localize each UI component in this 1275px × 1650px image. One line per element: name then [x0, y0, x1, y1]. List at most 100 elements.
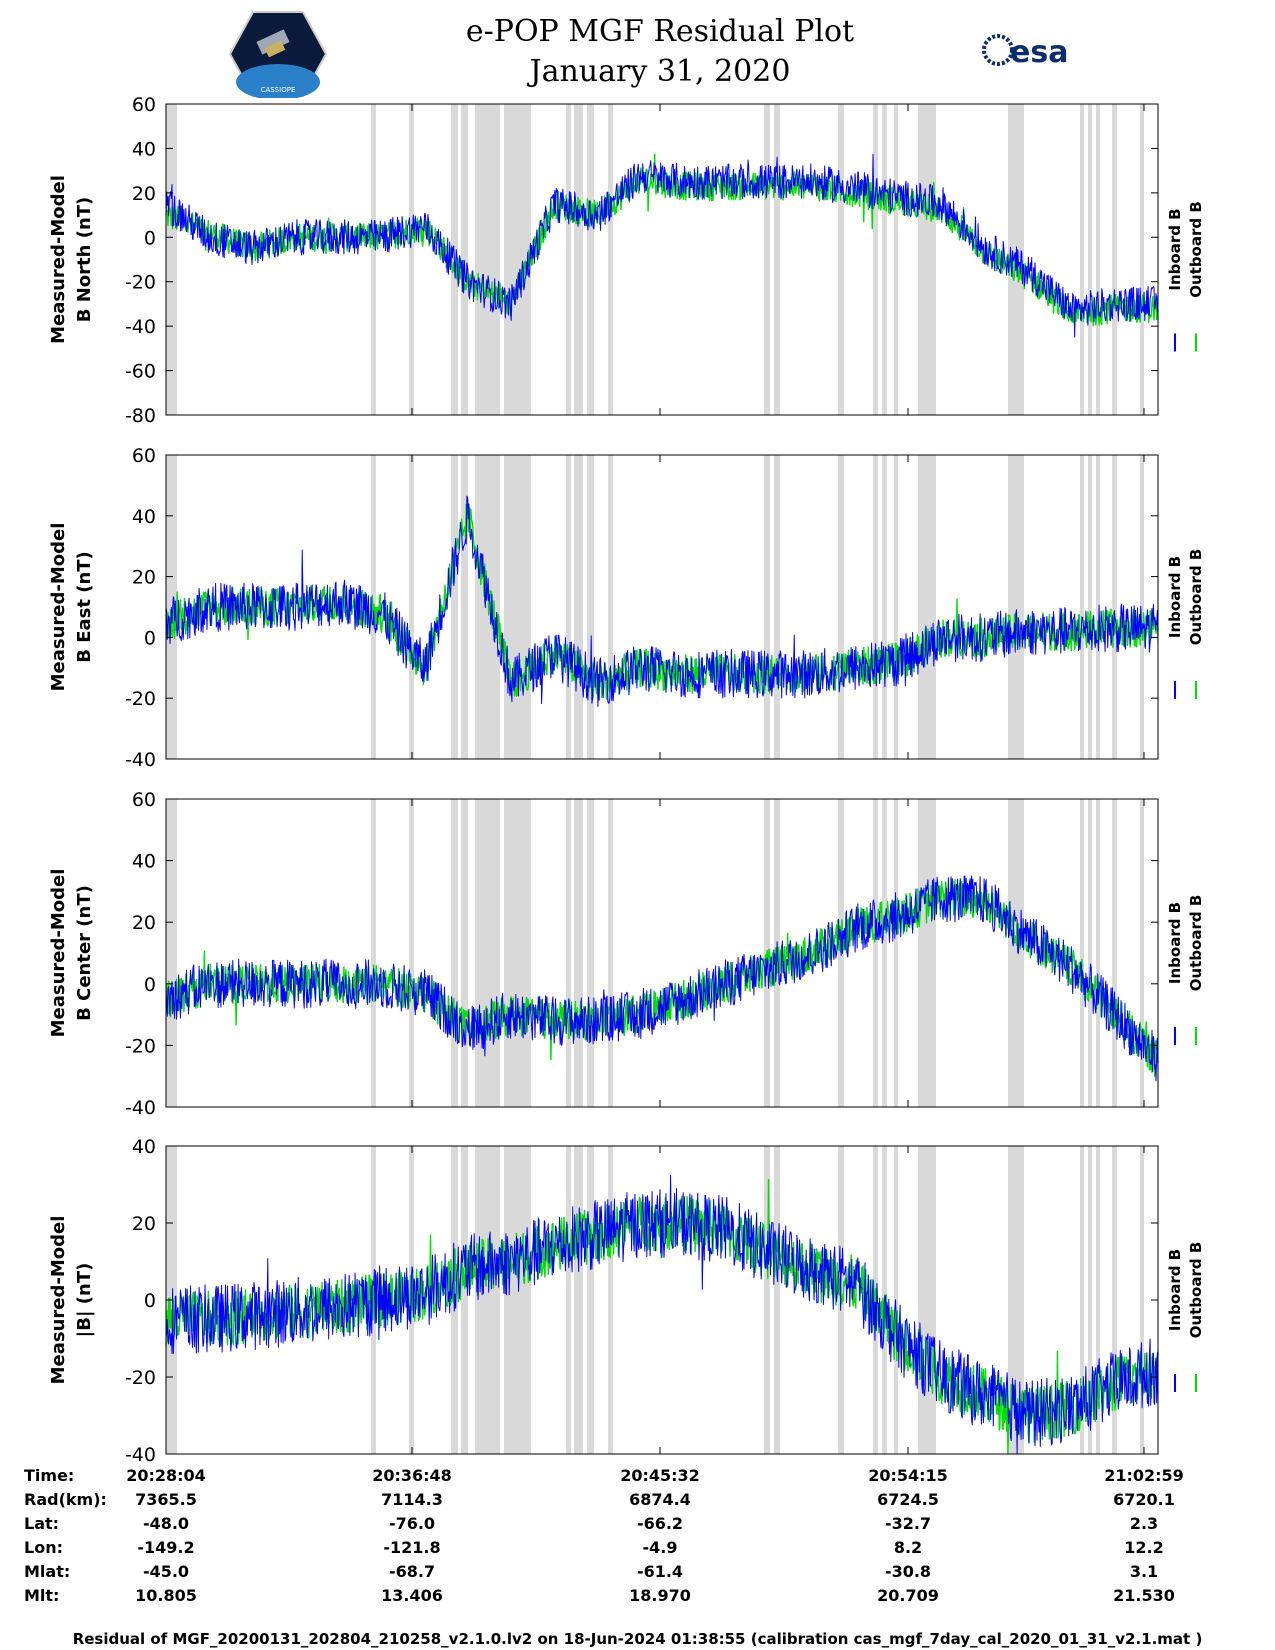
data-gap-24	[1140, 455, 1144, 759]
data-gap-9	[574, 455, 583, 759]
data-gap-22	[1096, 1146, 1100, 1454]
data-gap-8	[566, 455, 571, 759]
y-tick-label-1-5: -20	[125, 272, 156, 294]
info-value: 6720.1	[1113, 1490, 1175, 1509]
data-gap-22	[1096, 799, 1100, 1107]
data-gap-19	[1008, 1146, 1024, 1454]
info-value: 18.970	[629, 1586, 691, 1605]
data-gap-16	[882, 799, 887, 1107]
info-value: -45.0	[142, 1562, 190, 1581]
inboard-trace-2	[165, 495, 1159, 707]
data-gap-20	[1080, 455, 1084, 759]
data-gap-8	[566, 104, 571, 415]
data-gap-11	[608, 1146, 613, 1454]
info-value: 20:45:32	[620, 1466, 700, 1485]
info-value: 10.805	[135, 1586, 197, 1605]
data-gap-13	[774, 455, 780, 759]
y-axis-label-1-1: Measured-Model	[48, 175, 69, 344]
data-gap-21	[1088, 799, 1092, 1107]
info-value: -61.4	[636, 1562, 684, 1581]
data-gap-23	[1112, 1146, 1117, 1454]
y-tick-label-3-5: -20	[125, 1035, 156, 1057]
info-label: Lat:	[24, 1514, 60, 1533]
info-label: Mlt:	[24, 1586, 60, 1605]
data-gap-12	[764, 455, 770, 759]
info-value: -68.7	[388, 1562, 436, 1581]
y-tick-label-4-1: 40	[132, 1136, 156, 1158]
inboard-trace-4	[165, 1174, 1159, 1455]
data-gap-24	[1140, 104, 1144, 415]
y-tick-label-1-3: 20	[132, 183, 156, 205]
info-value: 20:54:15	[868, 1466, 948, 1485]
info-value: 7114.3	[381, 1490, 443, 1509]
y-tick-label-2-4: 0	[144, 627, 156, 649]
y-tick-label-2-6: -40	[125, 749, 156, 771]
y-tick-label-2-1: 60	[132, 445, 156, 467]
data-gap-10	[587, 104, 594, 415]
info-value: -76.0	[388, 1514, 436, 1533]
data-gap-23	[1112, 455, 1117, 759]
data-gap-13	[774, 104, 780, 415]
data-gap-9	[574, 1146, 583, 1454]
data-gap-5	[461, 1146, 468, 1454]
y-tick-label-4-3: 0	[144, 1290, 156, 1312]
data-gap-19	[1008, 799, 1024, 1107]
data-gap-12	[764, 1146, 770, 1454]
info-label: Lon:	[24, 1538, 63, 1557]
esa-logo-text: esa	[1010, 35, 1068, 70]
legend-inboard-label-2: Inboard B	[1166, 556, 1184, 638]
legend-inboard-label-1: Inboard B	[1166, 208, 1184, 290]
y-tick-label-3-1: 60	[132, 789, 156, 811]
info-value: -32.7	[884, 1514, 932, 1533]
y-tick-label-2-2: 40	[132, 506, 156, 528]
data-gap-7	[504, 104, 531, 415]
info-value: 21.530	[1113, 1586, 1175, 1605]
y-tick-label-4-5: -40	[125, 1444, 156, 1466]
esa-logo: esa	[982, 34, 1068, 70]
y-tick-label-1-6: -40	[125, 316, 156, 338]
chart-subtitle: January 31, 2020	[529, 54, 791, 89]
data-gap-13	[774, 1146, 780, 1454]
data-gap-23	[1112, 799, 1117, 1107]
info-value: 20:36:48	[372, 1466, 452, 1485]
plot-frame-2	[165, 454, 1159, 760]
y-tick-label-1-2: 40	[132, 138, 156, 160]
data-gap-7	[504, 1146, 531, 1454]
y-axis-label-4-2: |B| (nT)	[74, 1263, 95, 1338]
data-gap-23	[1112, 104, 1117, 415]
data-gap-5	[461, 799, 468, 1107]
footer-caption: Residual of MGF_20200131_202804_210258_v…	[72, 1630, 1203, 1648]
y-tick-label-1-7: -60	[125, 361, 156, 383]
inboard-trace-3	[165, 875, 1159, 1082]
data-gap-16	[882, 104, 887, 415]
data-gap-22	[1096, 455, 1100, 759]
info-row-4: Lon: -149.2 -121.8 -4.9 8.2 12.2	[0, 1538, 1275, 1562]
data-gap-9	[574, 104, 583, 415]
data-gap-20	[1080, 799, 1084, 1107]
data-gap-6	[475, 799, 500, 1107]
info-value: 2.3	[1129, 1514, 1159, 1533]
data-gap-22	[1096, 104, 1100, 415]
info-value: 12.2	[1124, 1538, 1164, 1557]
info-row-3: Lat: -48.0 -76.0 -66.2 -32.7 2.3	[0, 1514, 1275, 1538]
info-value: 20:28:04	[126, 1466, 206, 1485]
data-gap-16	[882, 455, 887, 759]
info-value: -4.9	[642, 1538, 678, 1557]
plot-frame-3	[165, 798, 1159, 1108]
y-tick-label-3-2: 40	[132, 851, 156, 873]
data-gap-19	[1008, 455, 1024, 759]
data-gap-18	[918, 799, 936, 1107]
data-gap-5	[461, 104, 468, 415]
data-gap-1	[166, 799, 177, 1107]
data-gap-14	[838, 104, 844, 415]
data-gap-15	[873, 455, 878, 759]
plot-frame-1	[165, 103, 1159, 416]
y-axis-label-2-2: B East (nT)	[74, 551, 95, 663]
panel-1: 60 40 20 0 -20 -40 -60 -80 Measured-Model B North…	[48, 94, 1205, 427]
y-tick-label-2-3: 20	[132, 567, 156, 589]
cassiope-logo: CASSIOPE	[228, 11, 328, 98]
data-gap-24	[1140, 799, 1144, 1107]
inboard-trace-1	[165, 153, 1159, 338]
outboard-trace-3	[165, 879, 1159, 1078]
legend-outboard-label-1: Outboard B	[1187, 201, 1205, 298]
